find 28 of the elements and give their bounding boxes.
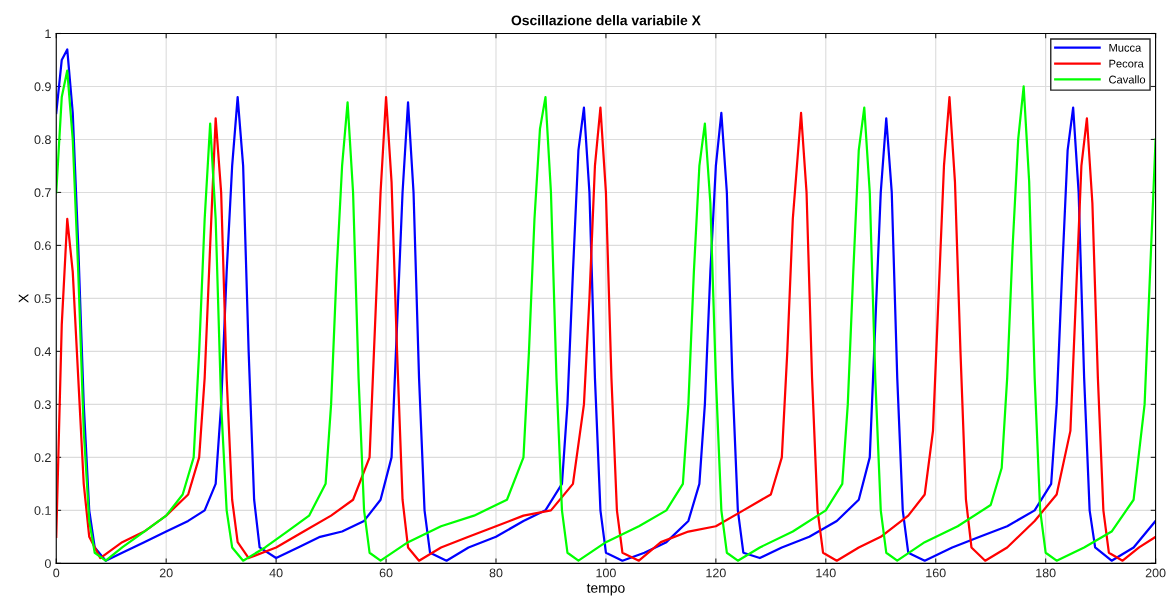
y-tick-label: 1	[45, 29, 51, 39]
y-tick-label: 0.3	[34, 400, 51, 410]
y-tick-label: 0.8	[34, 135, 51, 145]
x-axis-title: tempo	[586, 583, 625, 596]
y-tick-label: 0.2	[34, 453, 51, 463]
x-tick-label: 100	[596, 568, 616, 578]
legend-label: Cavallo	[1109, 75, 1146, 84]
y-tick-label: 0	[44, 559, 51, 568]
y-tick-label: 0.7	[34, 188, 51, 198]
legend-label: Pecora	[1109, 59, 1144, 68]
y-tick-label: 0.4	[34, 347, 52, 357]
x-tick-label: 40	[269, 568, 283, 578]
x-tick-label: 180	[1036, 568, 1056, 578]
x-tick-label: 120	[706, 568, 726, 578]
x-tick-label: 140	[816, 568, 836, 578]
legend-label: Mucca	[1109, 43, 1142, 52]
x-tick-label: 160	[926, 568, 946, 578]
y-tick-label: 0.1	[34, 506, 51, 515]
x-tick-label: 0	[53, 568, 60, 578]
y-tick-label: 0.6	[34, 241, 51, 251]
chart-title: Oscillazione della variabile X	[511, 15, 701, 26]
y-tick-label: 0.5	[34, 294, 51, 304]
x-tick-label: 60	[379, 568, 393, 578]
y-tick-label: 0.9	[34, 82, 51, 92]
x-tick-label: 200	[1145, 568, 1166, 578]
y-axis-title: X	[18, 294, 29, 303]
x-tick-label: 20	[159, 568, 173, 578]
x-tick-label: 80	[489, 568, 503, 578]
